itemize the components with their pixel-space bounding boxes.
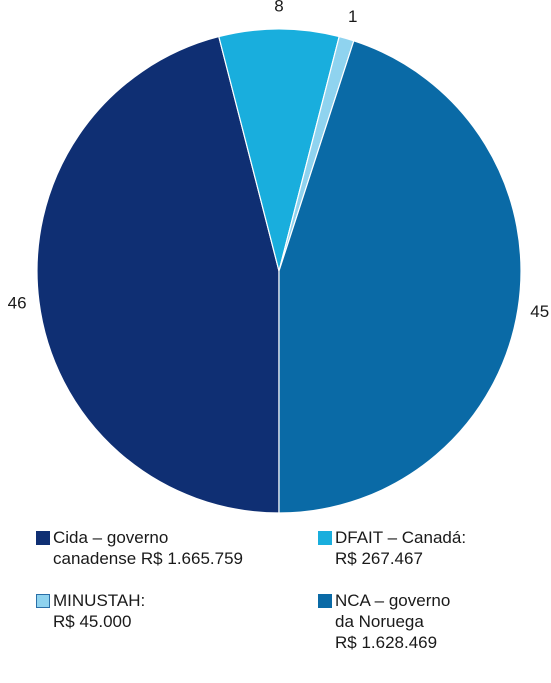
pie-label-dfait: 8 (274, 0, 283, 15)
pie-label-nca: 45 (530, 302, 549, 321)
pie-label-minustah: 1 (348, 7, 357, 26)
pie-slice-dfait (218, 28, 340, 272)
pie-slices (36, 28, 522, 514)
pie-value-labels: 46 8 1 45 (8, 0, 550, 321)
pie-label-cida: 46 (8, 294, 27, 313)
pie-slice-cida (36, 35, 280, 514)
pie-slice-nca (278, 40, 522, 514)
